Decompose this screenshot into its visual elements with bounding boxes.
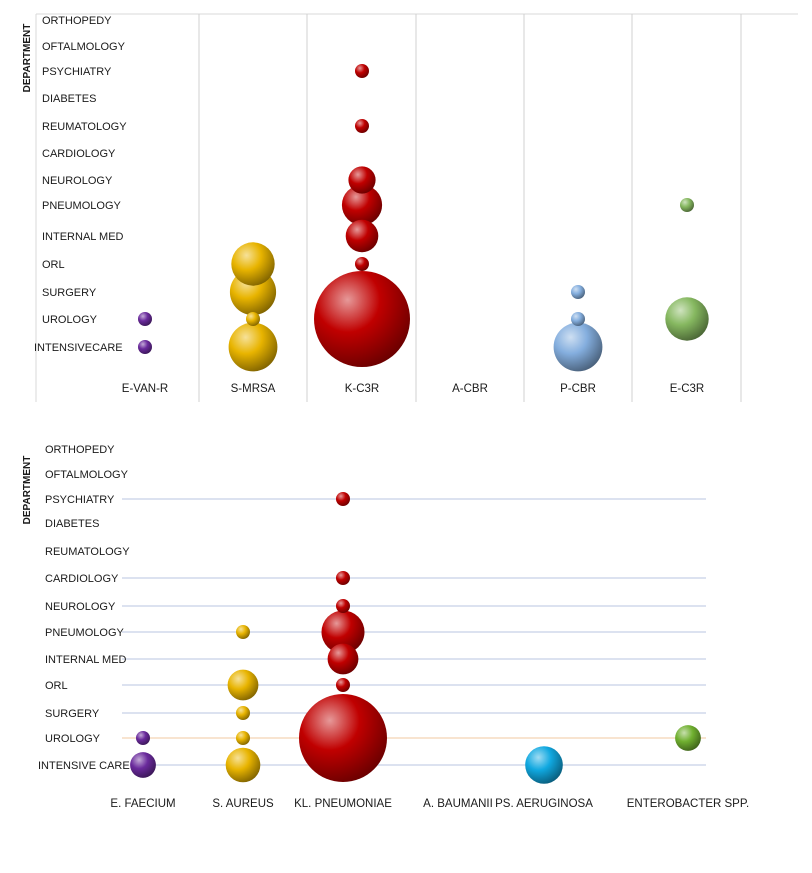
bubble-point bbox=[355, 119, 369, 133]
department-tick-label: PNEUMOLOGY bbox=[45, 627, 125, 639]
bubble-point bbox=[348, 166, 376, 194]
bubble-point bbox=[231, 242, 275, 286]
department-tick-label: CARDIOLOGY bbox=[45, 573, 119, 585]
bubble-point bbox=[571, 312, 585, 326]
bubble-point bbox=[225, 747, 261, 783]
category-tick-label: K-C3R bbox=[345, 383, 380, 395]
bubble-point bbox=[345, 219, 379, 253]
bubble-point bbox=[675, 725, 701, 751]
department-tick-label: NEUROLOGY bbox=[45, 601, 116, 613]
bubble-point bbox=[355, 257, 369, 271]
bubble-point bbox=[327, 643, 359, 675]
department-tick-label: CARDIOLOGY bbox=[42, 148, 116, 160]
bubble-point bbox=[236, 731, 250, 745]
department-tick-label: SURGERY bbox=[42, 287, 97, 299]
chart-bottom: DEPARTMENT ORTHOPEDY OFTALMOLOGY PSYCHIATRY… bbox=[0, 432, 812, 832]
bubble-point bbox=[138, 312, 152, 326]
bubble-point bbox=[355, 64, 369, 78]
bubble-point bbox=[525, 746, 563, 784]
y-axis-title: DEPARTMENT bbox=[22, 456, 33, 525]
department-tick-label: INTENSIVECARE bbox=[34, 342, 123, 354]
department-tick-label: UROLOGY bbox=[42, 314, 98, 326]
category-tick-label: S. AUREUS bbox=[212, 798, 274, 810]
bubble-point bbox=[553, 322, 603, 372]
category-tick-label: E. FAECIUM bbox=[110, 798, 175, 810]
bubble-point bbox=[336, 571, 350, 585]
department-tick-label: INTENSIVE CARE bbox=[38, 760, 130, 772]
bubble-point bbox=[680, 198, 694, 212]
department-tick-label: SURGERY bbox=[45, 708, 100, 720]
category-tick-label: PS. AERUGINOSA bbox=[495, 798, 593, 810]
department-tick-label: PNEUMOLOGY bbox=[42, 200, 122, 212]
category-tick-label: P-CBR bbox=[560, 383, 596, 395]
bubble-point bbox=[314, 271, 410, 367]
bubble-point bbox=[336, 599, 350, 613]
category-tick-label: A. BAUMANII bbox=[423, 798, 493, 810]
category-tick-label: KL. PNEUMONIAE bbox=[294, 798, 392, 810]
chart-top: DEPARTMENT ORTHOPEDY OFTALMOLOGY PSYCHIATRY… bbox=[0, 0, 812, 410]
bubble-point bbox=[136, 731, 150, 745]
department-tick-label: REUMATOLOGY bbox=[45, 546, 130, 558]
bubble-point bbox=[246, 312, 260, 326]
bubble-point bbox=[665, 297, 709, 341]
category-tick-label: E-VAN-R bbox=[122, 383, 168, 395]
y-axis-title: DEPARTMENT bbox=[22, 24, 33, 93]
department-tick-label: INTERNAL MED bbox=[42, 231, 124, 243]
department-tick-label: NEUROLOGY bbox=[42, 175, 113, 187]
department-tick-label: UROLOGY bbox=[45, 733, 101, 745]
category-tick-label: A-CBR bbox=[452, 383, 488, 395]
department-tick-label: PSYCHIATRY bbox=[45, 494, 115, 506]
bubble-point bbox=[130, 752, 156, 778]
bubble-point bbox=[299, 694, 387, 782]
department-tick-label: OFTALMOLOGY bbox=[45, 469, 129, 481]
bubble-point bbox=[571, 285, 585, 299]
category-tick-label: S-MRSA bbox=[231, 383, 276, 395]
bubble-point bbox=[236, 706, 250, 720]
category-tick-label: E-C3R bbox=[670, 383, 705, 395]
department-tick-label: DIABETES bbox=[42, 93, 96, 105]
department-tick-label: REUMATOLOGY bbox=[42, 121, 127, 133]
bubble-chart-bottom: DEPARTMENT ORTHOPEDY OFTALMOLOGY PSYCHIATRY… bbox=[22, 444, 750, 810]
department-tick-label: INTERNAL MED bbox=[45, 654, 127, 666]
department-tick-label: ORTHOPEDY bbox=[45, 444, 115, 456]
bubble-point bbox=[336, 492, 350, 506]
bubble-point bbox=[321, 610, 365, 654]
bubble-point bbox=[227, 669, 259, 701]
bubble-point bbox=[341, 184, 383, 226]
bubble-point bbox=[236, 625, 250, 639]
bubble-chart-top: DEPARTMENT ORTHOPEDY OFTALMOLOGY PSYCHIATRY… bbox=[22, 13, 798, 402]
department-tick-label: ORL bbox=[42, 259, 65, 271]
department-tick-label: ORL bbox=[45, 680, 68, 692]
department-tick-label: ORTHOPEDY bbox=[42, 15, 112, 27]
department-tick-label: DIABETES bbox=[45, 518, 99, 530]
bubble-point bbox=[138, 340, 152, 354]
bubble-point bbox=[228, 322, 278, 372]
department-tick-label: PSYCHIATRY bbox=[42, 66, 112, 78]
bubble-point bbox=[336, 678, 350, 692]
category-tick-label: ENTEROBACTER SPP. bbox=[627, 798, 750, 810]
department-tick-label: OFTALMOLOGY bbox=[42, 41, 126, 53]
